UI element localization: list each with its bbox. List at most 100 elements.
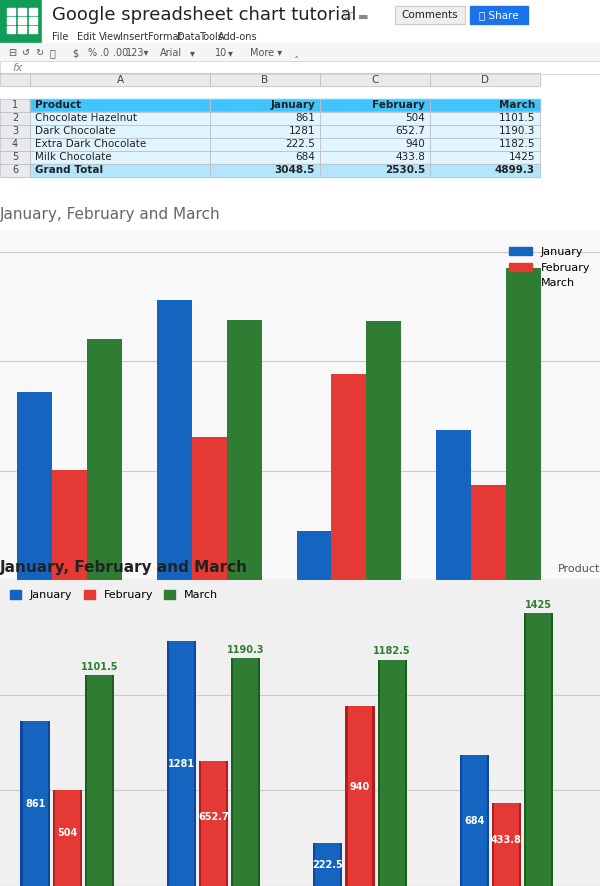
Text: ‸: ‸ — [295, 48, 298, 58]
Bar — [430, 138, 540, 151]
Text: Add-ons: Add-ons — [218, 32, 257, 42]
Text: 10: 10 — [215, 48, 227, 58]
Bar — [231, 658, 260, 886]
Bar — [210, 164, 320, 177]
Bar — [210, 99, 320, 112]
Text: Dark Chocolate: Dark Chocolate — [35, 127, 115, 136]
Text: 1190.3: 1190.3 — [227, 644, 265, 655]
Text: 684: 684 — [464, 816, 484, 826]
Text: 652.7: 652.7 — [395, 127, 425, 136]
Bar — [320, 112, 430, 125]
Text: March: March — [499, 100, 535, 111]
Bar — [320, 164, 430, 177]
Bar — [55, 789, 80, 886]
Bar — [201, 761, 226, 886]
Bar — [320, 112, 430, 125]
Bar — [346, 706, 374, 886]
Bar — [210, 73, 320, 86]
Bar — [0, 0, 42, 45]
Text: Data: Data — [177, 32, 200, 42]
Bar — [18, 8, 26, 15]
Bar — [157, 299, 192, 580]
Bar — [320, 73, 430, 86]
Text: fx: fx — [12, 63, 23, 73]
Text: 222.5: 222.5 — [313, 859, 343, 870]
Bar — [29, 8, 37, 15]
Text: Tools: Tools — [199, 32, 223, 42]
Bar — [0, 164, 30, 177]
Text: D: D — [481, 75, 489, 85]
Bar — [395, 6, 465, 24]
Bar — [430, 164, 540, 177]
Text: 861: 861 — [25, 798, 46, 809]
Bar — [192, 437, 227, 580]
Bar — [30, 73, 210, 86]
Bar — [30, 125, 210, 138]
Bar — [167, 641, 196, 886]
Text: $: $ — [72, 48, 78, 58]
Bar — [0, 138, 30, 151]
Text: Insert: Insert — [120, 32, 148, 42]
Bar — [210, 138, 320, 151]
Text: View: View — [99, 32, 122, 42]
Bar — [380, 660, 404, 886]
Text: More ▾: More ▾ — [250, 48, 282, 58]
Bar — [20, 721, 50, 886]
Bar — [0, 112, 30, 125]
Bar — [30, 138, 210, 151]
Bar — [395, 6, 465, 24]
Bar — [0, 43, 600, 62]
Text: Extra Dark Chocolate: Extra Dark Chocolate — [35, 139, 146, 150]
Bar — [320, 164, 430, 177]
Bar — [320, 73, 430, 86]
Bar — [430, 99, 540, 112]
Text: Google spreadsheet chart tutorial: Google spreadsheet chart tutorial — [52, 6, 356, 24]
Bar — [87, 339, 122, 580]
Bar — [210, 151, 320, 164]
Text: C: C — [371, 75, 379, 85]
Text: .00: .00 — [113, 48, 128, 58]
Bar — [30, 99, 210, 112]
Text: 433.8: 433.8 — [395, 152, 425, 162]
Bar — [210, 99, 320, 112]
Text: 504: 504 — [405, 113, 425, 123]
Text: Comments: Comments — [401, 10, 458, 20]
Text: ▾: ▾ — [228, 48, 233, 58]
Bar — [30, 164, 210, 177]
Bar — [470, 6, 528, 24]
Text: B: B — [262, 75, 269, 85]
Bar — [331, 375, 366, 580]
Text: 1101.5: 1101.5 — [81, 662, 118, 672]
Bar — [296, 532, 331, 580]
Bar — [430, 151, 540, 164]
Bar — [320, 125, 430, 138]
Bar — [30, 151, 210, 164]
Text: ⊟: ⊟ — [8, 48, 16, 58]
Bar — [0, 99, 30, 112]
Bar — [526, 613, 551, 886]
Text: 4899.3: 4899.3 — [495, 166, 535, 175]
Text: 940: 940 — [405, 139, 425, 150]
Text: 1281: 1281 — [289, 127, 315, 136]
Bar — [313, 843, 343, 886]
Text: February: February — [372, 100, 425, 111]
Text: 940: 940 — [350, 782, 370, 792]
Text: ▬: ▬ — [358, 12, 368, 22]
Text: A: A — [116, 75, 124, 85]
Bar — [0, 138, 30, 151]
Bar — [430, 125, 540, 138]
Bar — [53, 789, 82, 886]
Bar — [29, 26, 37, 33]
Bar — [227, 320, 262, 580]
Text: 1425: 1425 — [525, 600, 552, 610]
Bar — [199, 761, 228, 886]
Text: 1425: 1425 — [509, 152, 535, 162]
Text: 2530.5: 2530.5 — [385, 166, 425, 175]
Bar — [430, 73, 540, 86]
Text: 123▾: 123▾ — [126, 48, 149, 58]
Bar — [320, 99, 430, 112]
Bar — [30, 112, 210, 125]
Text: 433.8: 433.8 — [491, 835, 522, 845]
Bar — [0, 151, 30, 164]
Bar — [30, 151, 210, 164]
